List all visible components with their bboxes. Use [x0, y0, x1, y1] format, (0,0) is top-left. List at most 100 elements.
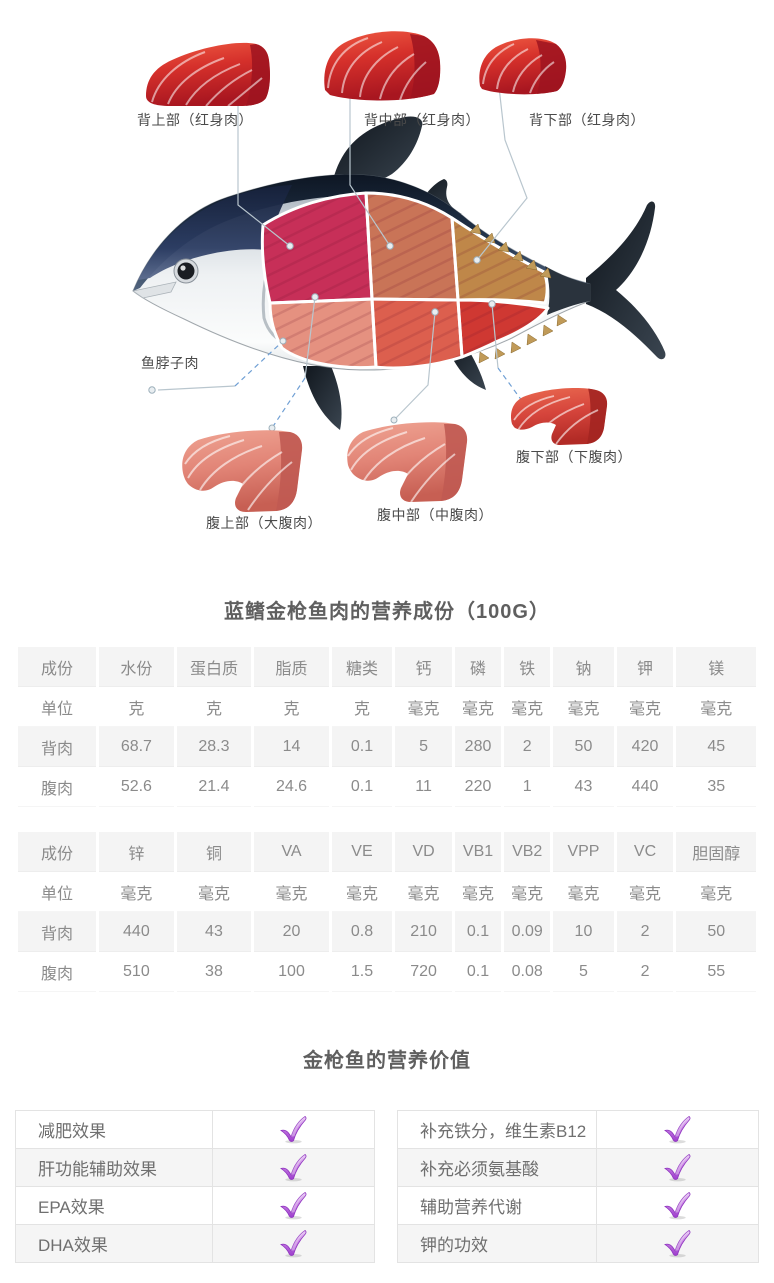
nutrition-cell: 毫克 [504, 687, 551, 727]
nutrition-cell: 2 [504, 727, 551, 767]
nutrition-cell: 克 [331, 687, 393, 727]
nutrition-header-cell: 磷 [454, 647, 502, 687]
check-icon [664, 1229, 691, 1258]
nutrition-cell: 43 [176, 912, 252, 952]
nutrition-header-cell: 糖类 [331, 647, 393, 687]
nutrition-cell: 背肉 [18, 912, 97, 952]
benefits-section: 减肥效果 肝功能辅助效果 EPA效果 DHA效果 补充铁分，维生素B12 补充必须氨基酸… [14, 1110, 760, 1263]
nutrition-header-cell: 成份 [18, 647, 97, 687]
nutrition-header-cell: VE [331, 832, 393, 872]
tuna-cuts-diagram: 背上部（红身肉） 背中部（红身肉） 背下部（红身肉） 鱼脖子肉 腹上部（大腹肉）… [0, 0, 774, 545]
nutrition-cell: 100 [254, 952, 329, 992]
nutrition-cell: 55 [676, 952, 756, 992]
nutrition-cell: 0.1 [331, 727, 393, 767]
benefit-check-cell [595, 1224, 760, 1263]
check-icon [664, 1153, 691, 1182]
label-back-upper: 背上部（红身肉） [137, 112, 253, 128]
nutrition-cell: 11 [395, 767, 452, 807]
nutrition-header-cell: VD [395, 832, 452, 872]
nutrition-cell: 50 [553, 727, 614, 767]
benefit-check-cell [595, 1110, 760, 1149]
nutrition-cell: 毫克 [331, 872, 393, 912]
nutrition-cell: 毫克 [454, 872, 502, 912]
nutrition-cell: 38 [176, 952, 252, 992]
tail-fin [586, 201, 666, 360]
nutrition-header-cell: 钙 [395, 647, 452, 687]
eye-highlight [180, 265, 186, 271]
nutrition-header-row: 成份锌铜 VA VE VD VB1 VB2 VPP VC 胆固醇 [18, 832, 756, 872]
nutrition-cell: 420 [616, 727, 674, 767]
nutrition-header-cell: 铜 [176, 832, 252, 872]
nutrition-cell: 35 [676, 767, 756, 807]
nutrition-cell: 克 [254, 687, 329, 727]
nutrition-cell: 52.6 [99, 767, 174, 807]
label-belly-middle: 腹中部（中腹肉） [377, 507, 493, 523]
meat-piece-back-lower [479, 38, 567, 95]
nutrition-header-cell: 脂质 [254, 647, 329, 687]
nutrition-cell: 0.1 [454, 912, 502, 952]
benefit-row: 钾的功效 [397, 1224, 760, 1263]
nutrition-header-cell: 锌 [99, 832, 174, 872]
check-icon [280, 1229, 307, 1258]
benefit-label: 减肥效果 [14, 1110, 214, 1149]
nutrition-header-cell: 钠 [553, 647, 614, 687]
nutrition-cell: 毫克 [553, 687, 614, 727]
nutrition-cell: 克 [176, 687, 252, 727]
nutrition-cell: 24.6 [254, 767, 329, 807]
nutrition-cell: 单位 [18, 687, 97, 727]
nutrition-cell: 0.1 [454, 952, 502, 992]
tuna-illustration [132, 31, 666, 512]
label-neck: 鱼脖子肉 [141, 355, 199, 371]
nutrition-cell: 克 [99, 687, 174, 727]
nutrition-row: 背肉 440 43 20 0.8 210 0.1 0.09 10 2 50 [18, 912, 756, 952]
nutrition-cell: 210 [395, 912, 452, 952]
nutrition-title: 蓝鳍金枪鱼肉的营养成份（100G） [224, 601, 550, 623]
nutrition-cell: 720 [395, 952, 452, 992]
nutrition-cell: 440 [616, 767, 674, 807]
benefit-label: 钾的功效 [397, 1224, 597, 1263]
meat-piece-belly-lower [511, 388, 608, 445]
nutrition-header-cell: 水份 [99, 647, 174, 687]
benefit-row: 减肥效果 [14, 1110, 375, 1149]
nutrition-cell: 14 [254, 727, 329, 767]
nutrition-header-row: 成份 水份 蛋白质 脂质 糖类钙磷铁钠钾镁 [18, 647, 756, 687]
benefit-row: 补充必须氨基酸 [397, 1148, 760, 1187]
nutrition-cell: 43 [553, 767, 614, 807]
benefits-title: 金枪鱼的营养价值 [303, 1050, 471, 1072]
nutrition-cell: 腹肉 [18, 952, 97, 992]
benefit-row: 辅助营养代谢 [397, 1186, 760, 1225]
first-dorsal-fin [332, 116, 423, 190]
nutrition-cell: 毫克 [99, 872, 174, 912]
nutrition-cell: 2 [616, 952, 674, 992]
benefit-check-cell [212, 1110, 375, 1149]
nutrition-cell: 45 [676, 727, 756, 767]
nutrition-cell: 5 [395, 727, 452, 767]
nutrition-cell: 220 [454, 767, 502, 807]
nutrition-cell: 毫克 [454, 687, 502, 727]
nutrition-table-1: 成份 水份 蛋白质 脂质 糖类钙磷铁钠钾镁单位克克克克毫克 毫克 毫克 毫克 毫克 毫克 背肉 68.… [15, 647, 759, 807]
nutrition-row: 单位 毫克 毫克 毫克 毫克 毫克 毫克 毫克 毫克 毫克 毫克 [18, 872, 756, 912]
benefits-table: 补充铁分，维生素B12 补充必须氨基酸 辅助营养代谢 钾的功效 [397, 1110, 760, 1263]
eye [177, 262, 195, 280]
meat-piece-belly-upper [182, 430, 303, 512]
nutrition-row: 背肉 68.7 28.3 14 0.1 5 280 2 50 420 45 [18, 727, 756, 767]
nutrition-table-2: 成份锌铜 VA VE VD VB1 VB2 VPP VC 胆固醇 单位 毫克 毫克 毫克 毫克 毫克 毫克 毫克… [15, 832, 759, 992]
nutrition-cell: 1.5 [331, 952, 393, 992]
benefits-table: 减肥效果 肝功能辅助效果 EPA效果 DHA效果 [14, 1110, 375, 1263]
benefit-label: 肝功能辅助效果 [14, 1148, 214, 1187]
nutrition-cell: 21.4 [176, 767, 252, 807]
nutrition-cell: 0.8 [331, 912, 393, 952]
nutrition-cell: 68.7 [99, 727, 174, 767]
nutrition-cell: 28.3 [176, 727, 252, 767]
caudal-shading [545, 266, 590, 315]
nutrition-cell: 毫克 [254, 872, 329, 912]
nutrition-header-cell: 钾 [616, 647, 674, 687]
benefit-row: 肝功能辅助效果 [14, 1148, 375, 1187]
nutrition-header-cell: VC [616, 832, 674, 872]
nutrition-cell: 2 [616, 912, 674, 952]
muscle-stripes [262, 193, 548, 368]
pelvic-fin [303, 366, 342, 430]
nutrition-row: 单位克克克克毫克 毫克 毫克 毫克 毫克 毫克 [18, 687, 756, 727]
nutrition-cell: 毫克 [395, 687, 452, 727]
benefits-table-left: 减肥效果 肝功能辅助效果 EPA效果 DHA效果 [14, 1110, 375, 1263]
